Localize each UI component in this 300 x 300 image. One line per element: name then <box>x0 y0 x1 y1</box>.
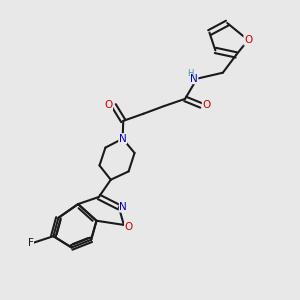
Text: N: N <box>190 74 198 84</box>
Text: N: N <box>119 134 127 144</box>
Text: N: N <box>119 202 127 212</box>
Text: O: O <box>202 100 211 110</box>
Text: H: H <box>187 69 194 78</box>
Text: O: O <box>124 222 133 232</box>
Text: O: O <box>244 35 252 45</box>
Text: O: O <box>104 100 112 110</box>
Text: F: F <box>28 238 34 248</box>
